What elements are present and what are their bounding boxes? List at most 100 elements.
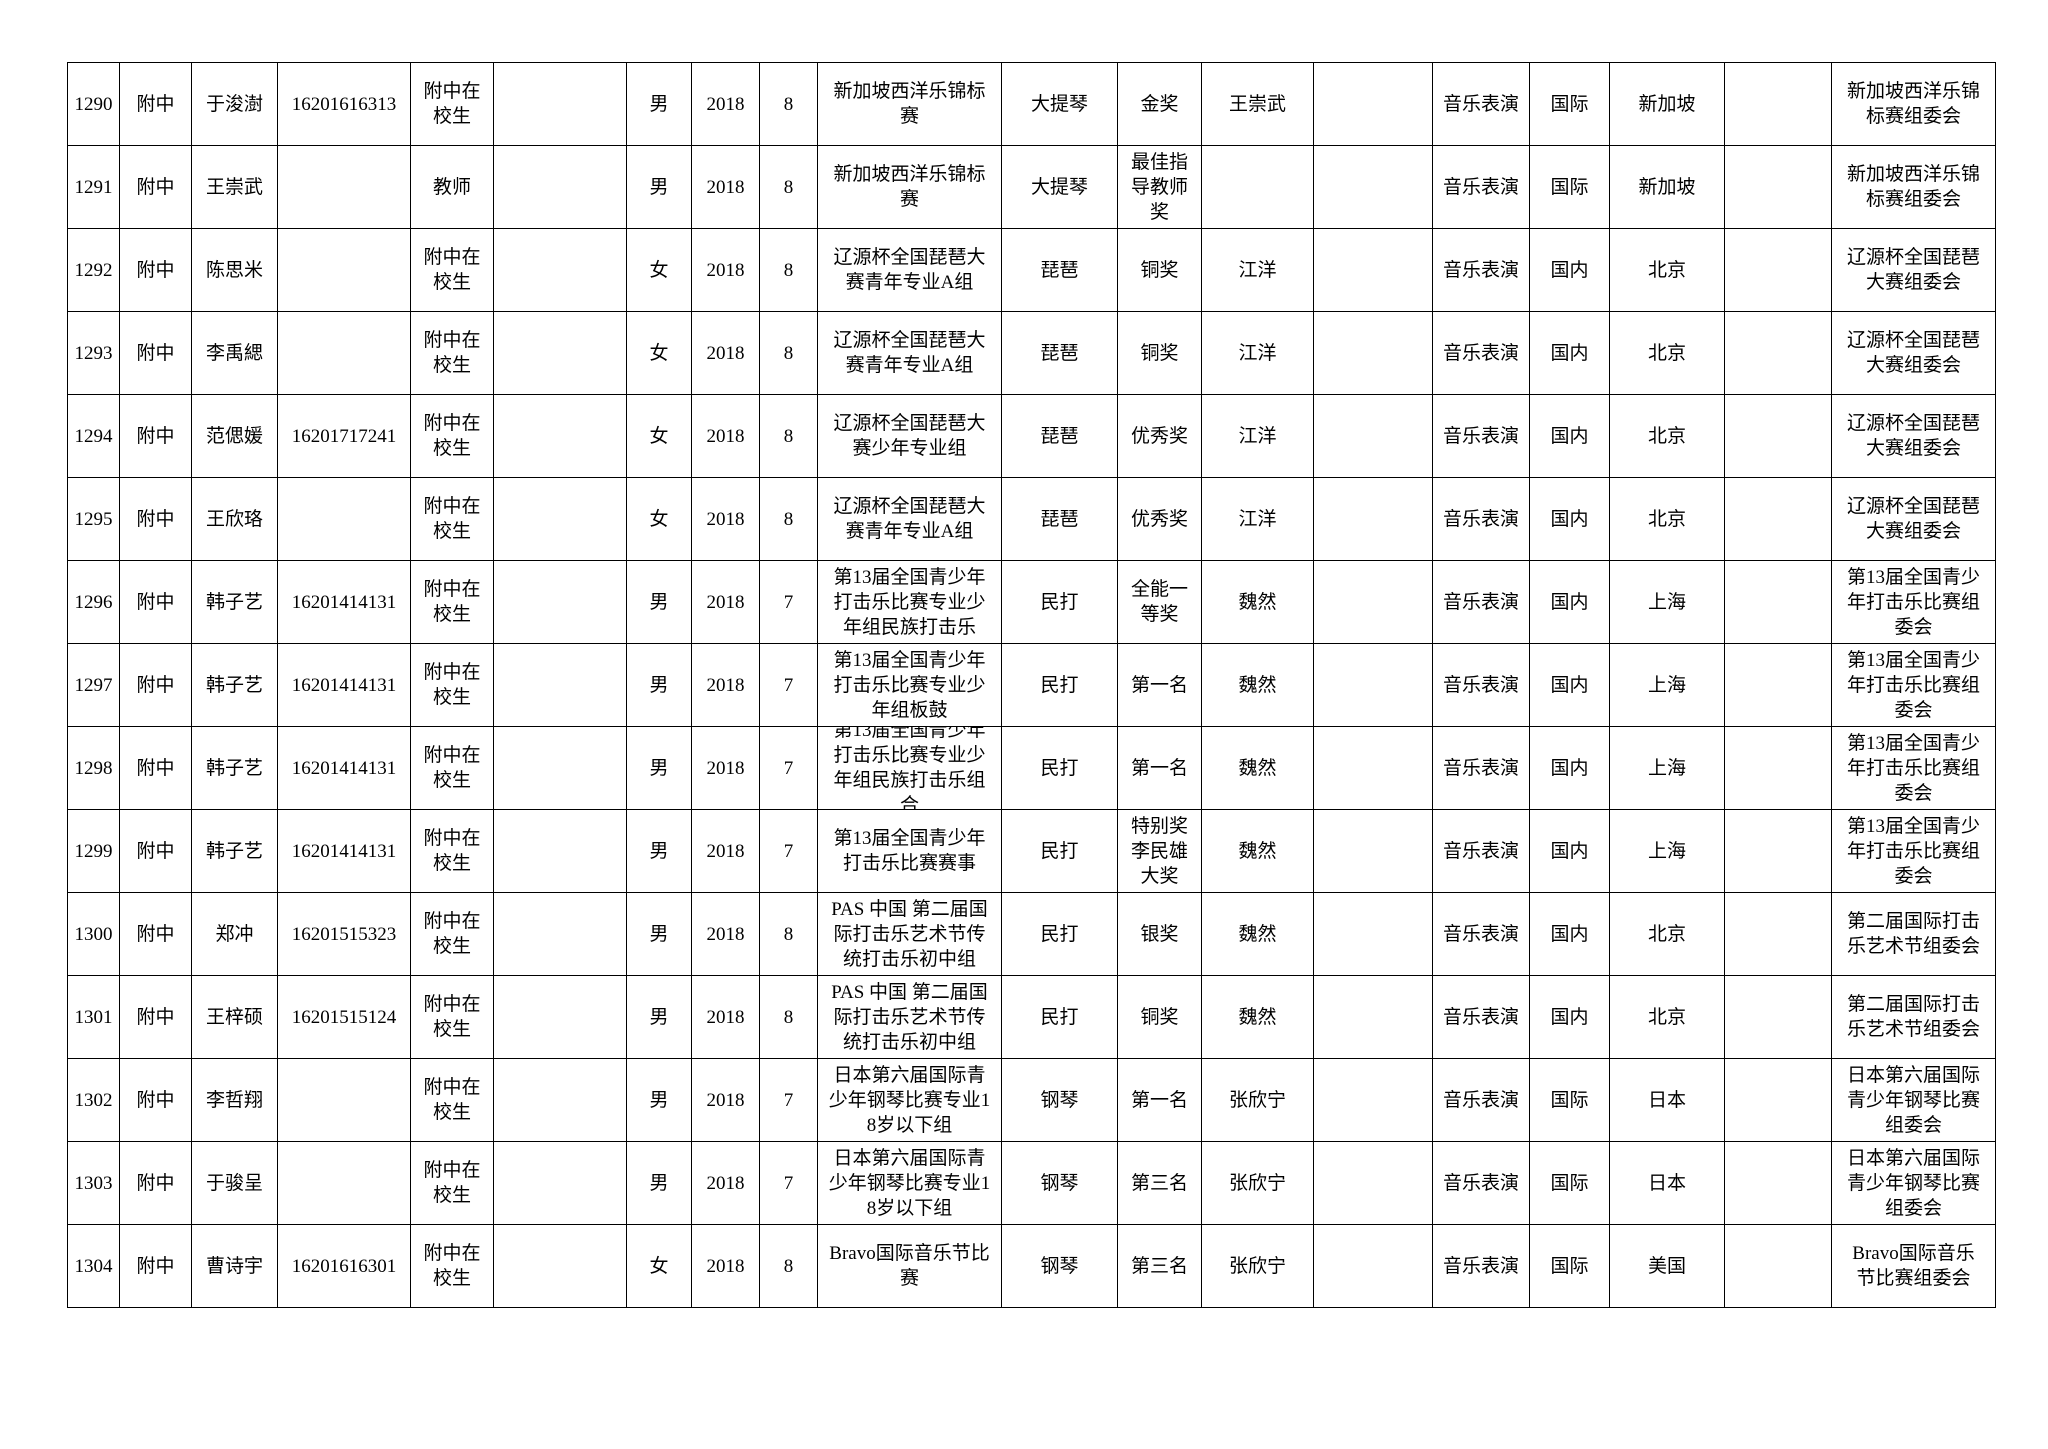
cell-text: 8 [783, 923, 794, 945]
table-cell: 7 [759, 1141, 818, 1225]
cell-text: 王欣珞 [205, 508, 263, 530]
cell-text: 男 [649, 1172, 669, 1194]
cell-text: 16201515124 [291, 1006, 397, 1028]
cell-text: 日本第六届国际青少年钢琴比赛组委会 [1846, 1147, 1980, 1219]
table-cell: 韩子艺 [191, 560, 278, 644]
cell-text: 国内 [1550, 425, 1589, 447]
cell-text: 第三名 [1130, 1255, 1188, 1277]
cell-text: 附中 [136, 425, 175, 447]
table-cell: 8 [759, 1224, 818, 1308]
table-cell: 附中 [119, 643, 192, 727]
table-cell [1313, 1224, 1433, 1308]
cell-text: 韩子艺 [205, 591, 263, 613]
cell-text: 附中 [136, 591, 175, 613]
table-cell [1724, 311, 1832, 395]
table-cell: 教师 [410, 145, 494, 229]
table-cell: 日本第六届国际青少年钢琴比赛专业18岁以下组 [817, 1141, 1002, 1225]
table-cell: 1293 [67, 311, 120, 395]
cell-text: 北京 [1647, 508, 1686, 530]
cell-text: 曹诗宇 [205, 1255, 263, 1277]
table-cell [493, 726, 627, 810]
table-cell: 国际 [1529, 62, 1610, 146]
cell-text: 北京 [1647, 259, 1686, 281]
table-cell: 音乐表演 [1432, 1224, 1530, 1308]
cell-text: 辽源杯全国琵琶大赛青年专业A组 [833, 330, 986, 376]
cell-text: 民打 [1040, 591, 1079, 613]
table-cell [1313, 1141, 1433, 1225]
cell-text: 2018 [706, 1006, 745, 1028]
cell-text: 日本 [1647, 1089, 1686, 1111]
table-cell: 琵琶 [1001, 311, 1118, 395]
table-cell: 16201515323 [277, 892, 411, 976]
cell-text: 附中 [136, 1006, 175, 1028]
table-cell [1724, 62, 1832, 146]
table-cell: 民打 [1001, 643, 1118, 727]
cell-text: 教师 [432, 176, 471, 198]
table-cell: 2018 [691, 1141, 760, 1225]
cell-text: 1304 [74, 1255, 113, 1277]
cell-text: 第一名 [1130, 1089, 1188, 1111]
table-cell: 第三名 [1117, 1141, 1202, 1225]
table-cell: 附中 [119, 1058, 192, 1142]
table-cell [1313, 726, 1433, 810]
cell-text: 郑冲 [215, 923, 254, 945]
table-cell: 16201414131 [277, 643, 411, 727]
table-row: 1302 附中 李哲翔 附中在校生 男 2018 7 日本第六届国际青少年钢琴比赛专业18岁以… [67, 1058, 1996, 1142]
cell-text: 1296 [74, 591, 113, 613]
cell-text: 钢琴 [1040, 1089, 1079, 1111]
table-cell: 魏然 [1201, 975, 1314, 1059]
table-cell: 辽源杯全国琵琶大赛组委会 [1831, 311, 1996, 395]
table-cell: 优秀奖 [1117, 394, 1202, 478]
table-cell: 1297 [67, 643, 120, 727]
cell-text: 陈思米 [205, 259, 263, 281]
table-cell: 附中 [119, 975, 192, 1059]
table-cell: 男 [626, 643, 692, 727]
cell-text: 附中在校生 [423, 662, 481, 708]
table-cell: 范偲媛 [191, 394, 278, 478]
table-cell: 大提琴 [1001, 62, 1118, 146]
table-cell: 辽源杯全国琵琶大赛少年专业组 [817, 394, 1002, 478]
table-cell: 7 [759, 726, 818, 810]
table-cell: 国内 [1529, 726, 1610, 810]
table-cell: 铜奖 [1117, 311, 1202, 395]
table-cell: 男 [626, 62, 692, 146]
table-cell: 北京 [1609, 394, 1725, 478]
cell-text: 铜奖 [1140, 342, 1179, 364]
cell-text: 新加坡 [1638, 93, 1696, 115]
table-cell: 16201616301 [277, 1224, 411, 1308]
table-cell: Bravo国际音乐节比赛 [817, 1224, 1002, 1308]
table-cell: 曹诗宇 [191, 1224, 278, 1308]
cell-text: 16201616301 [291, 1255, 397, 1277]
cell-text: 音乐表演 [1442, 259, 1519, 281]
table-cell: 辽源杯全国琵琶大赛组委会 [1831, 477, 1996, 561]
table-cell [493, 62, 627, 146]
table-cell: 附中在校生 [410, 1141, 494, 1225]
cell-text: 第一名 [1130, 757, 1188, 779]
table-cell: 陈思米 [191, 228, 278, 312]
cell-text: Bravo国际音乐节比赛组委会 [1852, 1243, 1975, 1289]
table-cell: 8 [759, 892, 818, 976]
table-cell: 1298 [67, 726, 120, 810]
table-cell: 1302 [67, 1058, 120, 1142]
table-cell: 附中 [119, 1141, 192, 1225]
cell-text: 琵琶 [1040, 342, 1079, 364]
table-cell [1313, 892, 1433, 976]
cell-text: 8 [783, 342, 794, 364]
table-cell: 7 [759, 809, 818, 893]
cell-text: 国际 [1550, 1255, 1589, 1277]
cell-text: 男 [649, 176, 669, 198]
table-cell: 国内 [1529, 311, 1610, 395]
cell-text: 魏然 [1238, 757, 1277, 779]
cell-text: 1294 [74, 425, 113, 447]
table-cell: 第三名 [1117, 1224, 1202, 1308]
table-cell [1724, 145, 1832, 229]
table-cell [1313, 975, 1433, 1059]
cell-text: 8 [783, 1006, 794, 1028]
cell-text: 国内 [1550, 591, 1589, 613]
table-cell: 附中 [119, 62, 192, 146]
table-row: 1299 附中 韩子艺 16201414131 附中在校生 男 2018 7 第13届全国青少年… [67, 809, 1996, 893]
cell-text: 女 [649, 259, 669, 281]
table-cell: 1299 [67, 809, 120, 893]
table-cell: 附中 [119, 560, 192, 644]
